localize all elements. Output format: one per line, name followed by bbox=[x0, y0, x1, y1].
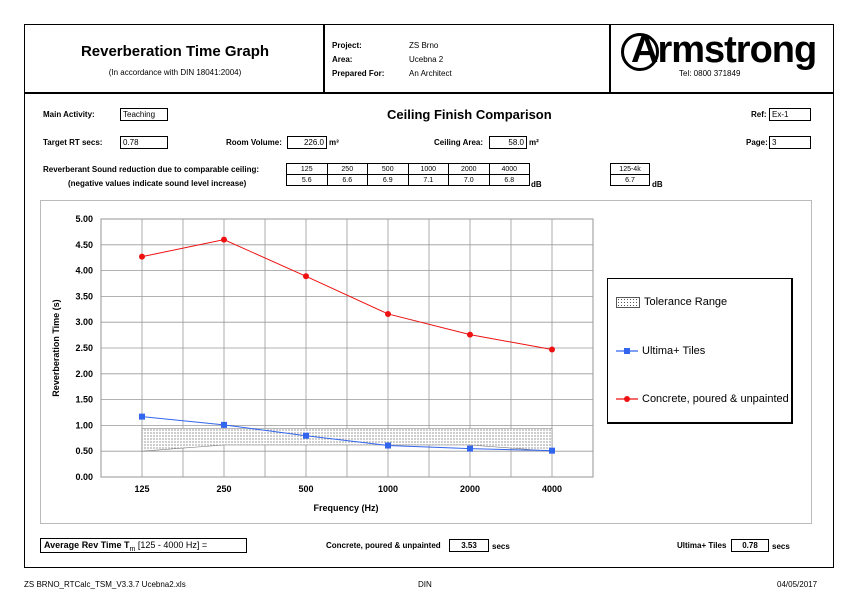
report-subtitle: (In accordance with DIN 18041:2004) bbox=[108, 68, 242, 77]
y-tick-label: 5.00 bbox=[75, 214, 93, 224]
tolerance-swatch-icon bbox=[616, 296, 640, 308]
ultima-avg-unit: secs bbox=[772, 542, 790, 551]
x-tick-label: 125 bbox=[134, 484, 149, 494]
ultima-point bbox=[549, 447, 555, 454]
range-db-unit: dB bbox=[652, 180, 663, 189]
legend-concrete-label: Concrete, poured & unpainted bbox=[642, 393, 789, 405]
ultima-point bbox=[221, 421, 227, 428]
logo-box: Armstrong Tel: 0800 371849 bbox=[609, 25, 833, 93]
chart-series bbox=[139, 236, 555, 454]
footer-file: ZS BRNO_RTCalc_TSM_V3.3.7 Ucebna2.xls bbox=[24, 580, 186, 589]
concrete-avg-unit: secs bbox=[492, 542, 510, 551]
concrete-swatch-icon bbox=[616, 396, 638, 402]
target-rt-label: Target RT secs: bbox=[43, 138, 103, 147]
series-line-ultima bbox=[141, 416, 553, 452]
ultima-point bbox=[139, 413, 145, 420]
x-tick-label: 2000 bbox=[460, 484, 480, 494]
project-label: Project: bbox=[332, 41, 362, 50]
avg-label-text: Average Rev Time T bbox=[44, 540, 130, 550]
concrete-avg-value: 3.53 bbox=[449, 539, 489, 552]
freq-value-cell: 7.0 bbox=[448, 174, 490, 186]
chart-ticks: 0.00 0.50 1.00 1.50 2.00 2.50 3.00 3.50 4.00 4.50… bbox=[75, 214, 562, 494]
report-title: Reverberation Time Graph bbox=[80, 43, 270, 60]
ref-field[interactable]: Ex-1 bbox=[769, 108, 811, 121]
room-volume-unit: m³ bbox=[329, 138, 339, 147]
ceiling-area-label: Ceiling Area: bbox=[434, 138, 484, 147]
comparison-title: Ceiling Finish Comparison bbox=[387, 107, 552, 122]
legend-tolerance: Tolerance Range bbox=[616, 296, 727, 308]
concrete-point bbox=[303, 273, 309, 280]
series-line-concrete bbox=[141, 239, 553, 351]
ref-label: Ref: bbox=[751, 110, 767, 119]
area-value: Ucebna 2 bbox=[409, 55, 444, 64]
main-activity-label: Main Activity: bbox=[43, 110, 95, 119]
concrete-point bbox=[385, 310, 391, 317]
armstrong-logo: Armstrong bbox=[631, 29, 817, 71]
title-box: Reverberation Time Graph (In accordance … bbox=[25, 25, 325, 93]
x-tick-label: 500 bbox=[298, 484, 313, 494]
room-volume-label: Room Volume: bbox=[226, 138, 282, 147]
y-tick-label: 2.00 bbox=[75, 369, 93, 379]
main-activity-field[interactable]: Teaching bbox=[120, 108, 168, 121]
chart-legend: Tolerance Range Ultima+ Tiles Concrete, … bbox=[607, 278, 793, 424]
concrete-point bbox=[549, 346, 555, 353]
y-tick-label: 1.50 bbox=[75, 395, 93, 405]
y-tick-label: 3.00 bbox=[75, 317, 93, 327]
avg-label-range: [125 - 4000 Hz] = bbox=[135, 540, 208, 550]
concrete-avg-label: Concrete, poured & unpainted bbox=[326, 541, 441, 550]
reduction-db-unit: dB bbox=[531, 180, 542, 189]
page-label: Page: bbox=[746, 138, 768, 147]
concrete-point bbox=[221, 236, 227, 243]
range-value: 6.7 bbox=[610, 174, 650, 186]
ultima-point bbox=[303, 432, 309, 439]
ceiling-area-unit: m² bbox=[529, 138, 539, 147]
concrete-point bbox=[467, 331, 473, 338]
legend-ultima-label: Ultima+ Tiles bbox=[642, 345, 706, 357]
ultima-avg-label: Ultima+ Tiles bbox=[677, 541, 727, 550]
reduction-table: 125 250 500 1000 2000 4000 5.6 6.6 6.9 7.1 7.0 6.8 bbox=[286, 163, 530, 186]
x-axis-label: Frequency (Hz) bbox=[313, 503, 378, 513]
concrete-point bbox=[139, 253, 145, 260]
area-label: Area: bbox=[332, 55, 353, 64]
y-axis-label: Reverberation Time (s) bbox=[51, 299, 61, 396]
ultima-point bbox=[385, 442, 391, 449]
freq-value-row: 5.6 6.6 6.9 7.1 7.0 6.8 bbox=[286, 174, 530, 186]
report-header: Reverberation Time Graph (In accordance … bbox=[24, 24, 834, 94]
footer-standard: DIN bbox=[418, 580, 432, 589]
prepared-label: Prepared For: bbox=[332, 69, 385, 78]
x-tick-label: 250 bbox=[216, 484, 231, 494]
y-tick-label: 0.50 bbox=[75, 446, 93, 456]
ultima-swatch-icon bbox=[616, 348, 638, 354]
legend-ultima: Ultima+ Tiles bbox=[616, 345, 705, 357]
y-tick-label: 4.50 bbox=[75, 240, 93, 250]
reduction-note: (negative values indicate sound level in… bbox=[68, 179, 247, 188]
range-table: 125-4k 6.7 bbox=[610, 163, 650, 186]
avg-rev-time-label: Average Rev Time Tm [125 - 4000 Hz] = bbox=[40, 538, 247, 553]
project-value: ZS Brno bbox=[409, 41, 439, 50]
y-tick-label: 4.00 bbox=[75, 266, 93, 276]
legend-tolerance-label: Tolerance Range bbox=[644, 296, 728, 308]
ceiling-area-field[interactable]: 58.0 bbox=[489, 136, 527, 149]
reduction-label: Reverberant Sound reduction due to compa… bbox=[43, 165, 260, 174]
y-tick-label: 1.00 bbox=[75, 420, 93, 430]
x-tick-label: 4000 bbox=[542, 484, 562, 494]
ultima-avg-value: 0.78 bbox=[731, 539, 769, 552]
legend-concrete: Concrete, poured & unpainted bbox=[616, 393, 789, 405]
freq-value-cell: 7.1 bbox=[407, 174, 449, 186]
y-tick-label: 3.50 bbox=[75, 291, 93, 301]
y-tick-label: 0.00 bbox=[75, 472, 93, 482]
x-tick-label: 1000 bbox=[378, 484, 398, 494]
telephone: Tel: 0800 371849 bbox=[679, 69, 741, 78]
y-tick-label: 2.50 bbox=[75, 343, 93, 353]
freq-value-cell: 6.8 bbox=[488, 174, 530, 186]
prepared-value: An Architect bbox=[409, 69, 452, 78]
ultima-point bbox=[467, 445, 473, 452]
target-rt-field[interactable]: 0.78 bbox=[120, 136, 168, 149]
page-field[interactable]: 3 bbox=[769, 136, 811, 149]
footer-date: 04/05/2017 bbox=[777, 580, 818, 589]
logo-ring-icon bbox=[621, 33, 659, 71]
avg-label-sub: m bbox=[129, 545, 136, 553]
room-volume-field[interactable]: 226.0 bbox=[287, 136, 327, 149]
